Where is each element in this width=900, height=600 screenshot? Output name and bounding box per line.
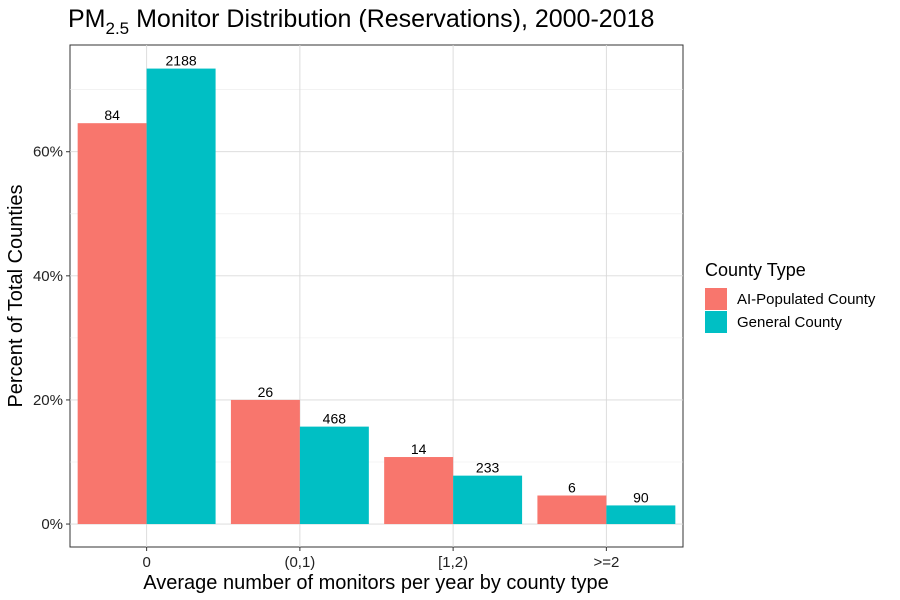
y-tick-label: 60% — [33, 144, 63, 161]
x-tick-label: [1,2) — [438, 554, 468, 571]
bar — [384, 457, 454, 525]
bar — [537, 495, 607, 525]
x-axis: 0 (0,1) [1,2) >=2 — [142, 547, 619, 571]
bar-value-label: 468 — [323, 411, 347, 427]
x-tick-label: (0,1) — [284, 554, 315, 571]
bar-value-label: 90 — [633, 489, 649, 505]
x-tick-label: >=2 — [593, 554, 619, 571]
bar — [453, 475, 523, 525]
y-tick-label: 20% — [33, 392, 63, 409]
bar-labels: 84 26 14 6 2188 468 233 90 — [104, 53, 648, 506]
y-axis: 0% 20% 40% 60% — [33, 144, 70, 533]
legend-title: County Type — [705, 260, 806, 280]
bar — [230, 399, 300, 525]
bar-value-label: 2188 — [166, 53, 197, 69]
legend-label-general: General County — [737, 314, 843, 331]
x-tick-label: 0 — [142, 554, 150, 571]
x-axis-title: Average number of monitors per year by c… — [143, 572, 608, 594]
bar-value-label: 84 — [104, 107, 120, 123]
bar-value-label: 26 — [258, 384, 274, 400]
title-suffix: Monitor Distribution (Reservations), 200… — [129, 5, 654, 33]
bar-value-label: 6 — [568, 479, 576, 495]
bar — [77, 123, 147, 525]
y-axis-title: Percent of Total Counties — [5, 184, 27, 407]
bar — [606, 505, 676, 525]
bar — [146, 68, 216, 525]
bar — [299, 426, 369, 525]
y-tick-label: 40% — [33, 268, 63, 285]
bars — [77, 68, 676, 525]
title-prefix: PM — [68, 5, 106, 33]
legend-swatch-ai-populated — [705, 288, 727, 310]
legend: County Type AI-Populated County General … — [705, 260, 876, 333]
y-tick-label: 0% — [41, 516, 63, 533]
bar-value-label: 233 — [476, 460, 500, 476]
legend-swatch-general — [705, 311, 727, 333]
bar-value-label: 14 — [411, 441, 427, 457]
legend-label-ai-populated: AI-Populated County — [737, 291, 876, 308]
chart-title: PM2.5 Monitor Distribution (Reservations… — [68, 5, 654, 38]
title-subscript: 2.5 — [106, 19, 130, 38]
